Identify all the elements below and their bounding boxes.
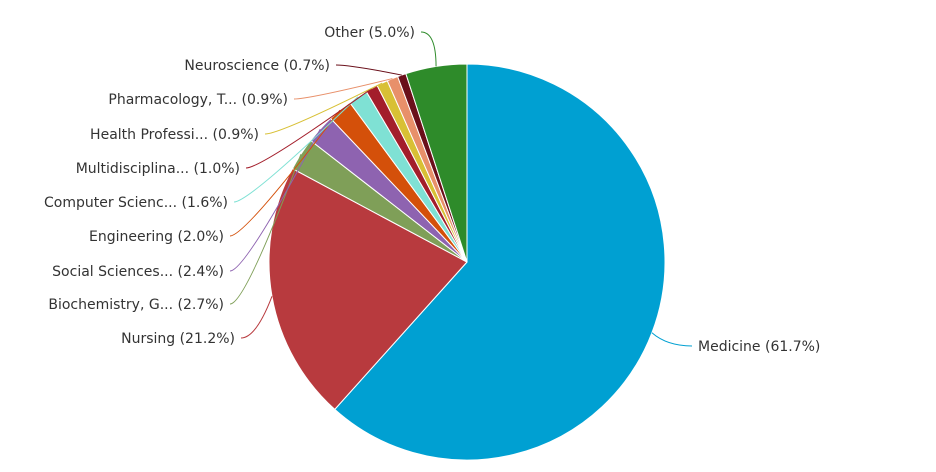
leader-line	[229, 128, 321, 272]
leader-line	[233, 96, 359, 203]
leader-line	[651, 332, 693, 347]
slice-label: Social Sciences... (2.4%)	[52, 264, 224, 280]
slice-label: Engineering (2.0%)	[89, 229, 224, 245]
leader-line	[335, 64, 402, 76]
leader-line	[264, 82, 383, 135]
pie-slices	[268, 63, 666, 461]
slice-label: Nursing (21.2%)	[121, 331, 235, 347]
slice-label: Pharmacology, T... (0.9%)	[108, 92, 288, 108]
slice-label: Health Professi... (0.9%)	[90, 127, 259, 143]
slice-labels: Medicine (61.7%) Nursing (21.2%) Biochemis…	[44, 25, 820, 355]
label-leader-lines	[229, 31, 693, 347]
leader-line	[420, 31, 437, 67]
leader-line	[240, 296, 273, 339]
leader-line	[245, 88, 372, 169]
slice-label: Computer Scienc... (1.6%)	[44, 195, 228, 211]
leader-line	[293, 78, 393, 100]
pie-slice[interactable]	[405, 63, 468, 263]
pie-slice[interactable]	[268, 167, 468, 411]
slice-label: Other (5.0%)	[324, 25, 415, 41]
slice-label: Multidisciplina... (1.0%)	[76, 161, 240, 177]
slice-label: Medicine (61.7%)	[698, 339, 820, 355]
slice-label: Neuroscience (0.7%)	[184, 58, 330, 74]
leader-line	[229, 109, 341, 237]
pie-slice[interactable]	[334, 63, 666, 461]
slice-label: Biochemistry, G... (2.7%)	[48, 297, 224, 313]
